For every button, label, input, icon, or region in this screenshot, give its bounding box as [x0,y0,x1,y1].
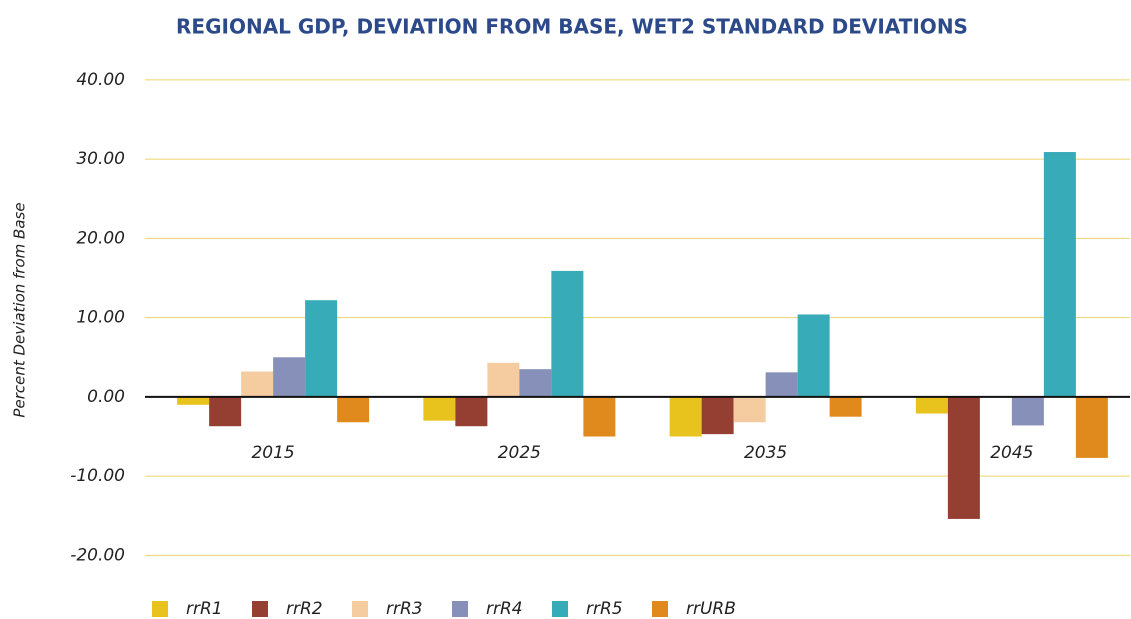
chart-title: REGIONAL GDP, DEVIATION FROM BASE, WET2 … [176,15,968,39]
x-tick-label: 2015 [251,443,294,463]
bar [241,371,274,397]
y-tick-label: -20.00 [70,545,125,565]
legend-label: rrR3 [386,599,423,619]
bar [947,396,980,519]
bar [423,396,456,421]
bar [1043,152,1076,397]
bar [915,396,948,414]
y-tick-label: 40.00 [76,70,125,90]
bar [1011,396,1044,426]
bar [701,396,734,435]
bar [551,270,584,397]
bar [765,372,798,397]
bar [519,369,552,397]
x-tick-label: 2045 [990,443,1033,463]
legend-label: rrR4 [486,599,523,619]
bar [797,314,830,397]
x-tick-label: 2025 [498,443,541,463]
legend-label: rrURB [686,599,736,619]
x-tick-label: 2035 [744,443,787,463]
bar [305,300,338,397]
bar [583,396,616,437]
bar [209,396,242,427]
legend-swatch [152,601,168,617]
legend-swatch [252,601,268,617]
bar [177,396,210,405]
y-tick-label: 10.00 [76,308,125,328]
y-tick-label: 30.00 [76,149,125,169]
bar [273,357,306,397]
legend-label: rrR5 [586,599,623,619]
y-tick-label: 0.00 [87,387,125,407]
bar [733,396,766,423]
legend-swatch [652,601,668,617]
bar [337,396,370,423]
legend-label: rrR1 [186,599,223,619]
y-tick-label: -10.00 [70,466,125,486]
legend-swatch [452,601,468,617]
legend-label: rrR2 [286,599,323,619]
legend-swatch [552,601,568,617]
legend-swatch [352,601,368,617]
y-axis-label: Percent Deviation from Base [11,202,29,417]
bar [487,362,520,397]
bar [669,396,702,437]
bar [1075,396,1108,458]
bar [829,396,862,417]
y-tick-label: 20.00 [76,228,125,248]
bar [455,396,488,427]
